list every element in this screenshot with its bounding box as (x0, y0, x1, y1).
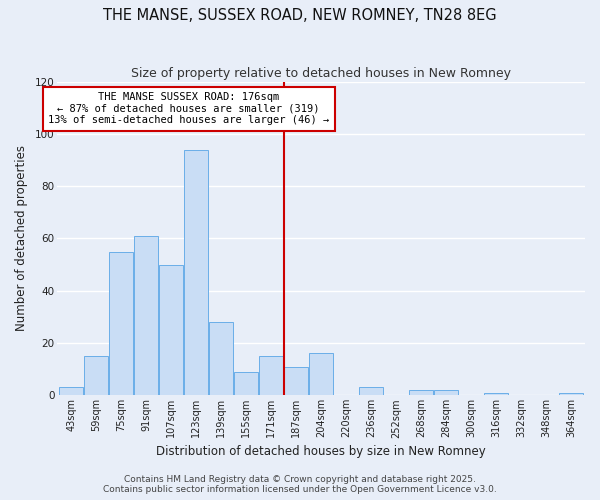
Bar (85, 356, 108, 396)
Text: THE MANSE SUSSEX ROAD: 176sqm
← 87% of detached houses are smaller (319)
13% of : THE MANSE SUSSEX ROAD: 176sqm ← 87% of d… (48, 92, 329, 126)
Bar (310, 354, 333, 396)
Bar (134, 236, 158, 396)
Bar (209, 322, 233, 396)
Bar (184, 150, 208, 396)
Bar (160, 264, 183, 396)
Bar (409, 390, 433, 396)
Bar (284, 366, 308, 396)
Bar (359, 388, 383, 396)
Bar (59, 388, 83, 396)
Bar (109, 252, 133, 396)
X-axis label: Distribution of detached houses by size in New Romney: Distribution of detached houses by size … (157, 444, 486, 458)
Y-axis label: Number of detached properties: Number of detached properties (15, 146, 28, 332)
Bar (259, 356, 283, 396)
Text: Contains HM Land Registry data © Crown copyright and database right 2025.
Contai: Contains HM Land Registry data © Crown c… (103, 474, 497, 494)
Bar (484, 392, 508, 396)
Bar (235, 372, 258, 396)
Text: THE MANSE, SUSSEX ROAD, NEW ROMNEY, TN28 8EG: THE MANSE, SUSSEX ROAD, NEW ROMNEY, TN28… (103, 8, 497, 22)
Bar (434, 390, 458, 396)
Bar (559, 392, 583, 396)
Title: Size of property relative to detached houses in New Romney: Size of property relative to detached ho… (131, 68, 511, 80)
